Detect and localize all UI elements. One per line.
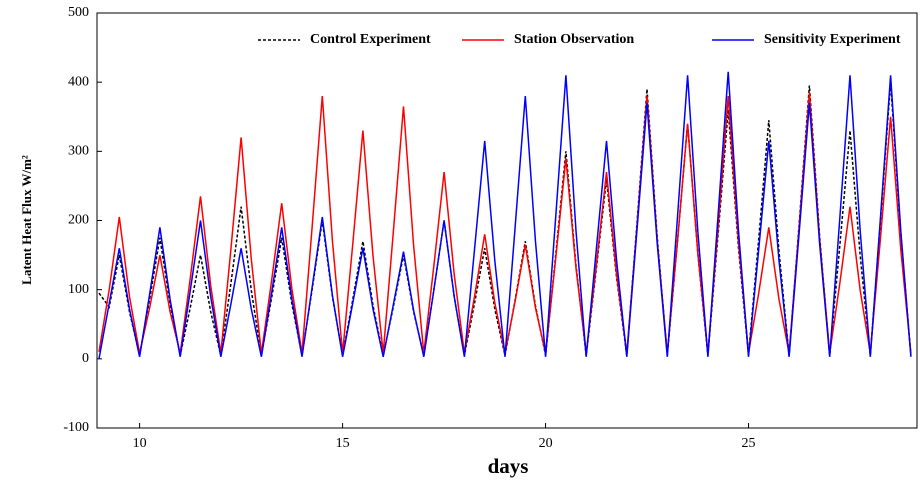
plot-frame [96, 12, 918, 429]
series-line [98, 71, 912, 359]
y-tick-label: 200 [68, 213, 89, 228]
y-tick-label: 400 [68, 74, 89, 89]
legend-label: Control Experiment [310, 32, 431, 47]
x-tick-label: 20 [539, 436, 553, 451]
x-tick-label: 15 [336, 436, 350, 451]
x-axis-label: days [488, 454, 529, 478]
legend-label: Station Observation [514, 32, 634, 47]
y-axis-label: Latent Heat Flux W/m² [19, 155, 34, 285]
y-tick-label: 100 [68, 282, 89, 297]
series-line [98, 92, 912, 354]
y-tick-label: 300 [68, 144, 89, 159]
x-tick-label: 25 [742, 436, 756, 451]
y-tick-label: -100 [63, 420, 89, 435]
legend-label: Sensitivity Experiment [764, 32, 901, 47]
x-tick-label: 10 [133, 436, 147, 451]
y-tick-label: 500 [68, 5, 89, 20]
y-tick-label: 0 [82, 351, 89, 366]
series-line [98, 82, 912, 356]
